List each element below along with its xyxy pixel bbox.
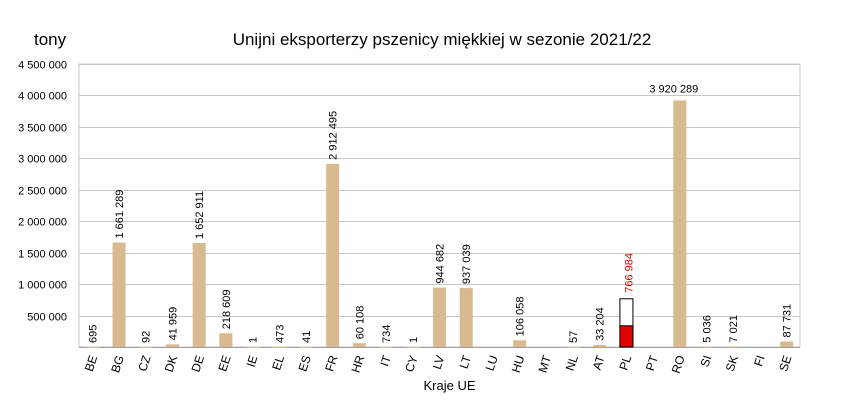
y-tick-label: 1 500 000 [18,249,67,261]
data-label: 7 021 [728,315,740,343]
x-tick-label: FR [322,353,340,373]
data-label: 695 [87,325,99,343]
x-tick-label: IT [377,353,394,368]
y-tick-label: 2 000 000 [18,217,67,229]
data-label: 1 [408,337,420,343]
data-label: 3 920 289 [649,83,698,95]
data-label: 473 [274,325,286,343]
data-label: 87 731 [782,304,794,338]
x-tick-label: RO [669,354,688,375]
data-label: 106 058 [515,297,527,337]
data-label: 41 959 [167,307,179,341]
bar [219,333,233,347]
bar [593,344,607,347]
data-label: 1 661 289 [114,190,126,239]
bar [246,346,260,348]
bar [165,344,179,347]
bar [192,243,206,347]
x-tick-label: BE [82,354,100,374]
bar [780,341,794,347]
data-label: 33 204 [595,307,607,341]
x-tick-label: FI [751,354,768,368]
x-tick-label: EL [269,353,287,372]
x-tick-label: CY [402,354,420,374]
bar [379,346,393,348]
bar [112,242,126,347]
x-tick-label: IE [244,354,261,369]
y-tick-label: 2 500 000 [18,186,67,198]
bar [352,343,366,347]
data-label: 734 [381,325,393,343]
bar [272,346,286,348]
x-tick-label: LT [457,353,475,370]
data-label: 5 036 [702,315,714,343]
bar [700,346,714,348]
y-unit-label: tony [34,30,67,49]
x-tick-label: LU [483,354,501,373]
data-label: 92 [141,331,153,343]
x-tick-label: SK [723,354,741,374]
y-tick-label: 500 000 [27,312,67,324]
x-tick-label: SI [698,354,715,369]
data-label: 2 912 495 [328,111,340,160]
data-label: 937 039 [461,244,473,284]
bar [513,340,527,347]
x-tick-label: EE [215,354,233,374]
x-tick-label: ES [296,354,314,374]
x-tick-label: DE [189,354,207,374]
data-label: 1 [248,337,260,343]
data-label: 41 [301,331,313,343]
x-tick-label: SE [776,354,794,374]
x-tick-label: NL [563,353,581,372]
x-tick-label: HR [349,353,368,374]
bar [433,287,446,347]
data-label: 1 652 911 [194,191,206,239]
x-tick-label: AT [590,353,608,372]
data-label: 60 108 [354,306,366,340]
bar [459,288,473,347]
x-tick-label: HU [509,354,528,375]
x-axis-label: Kraje UE [423,378,475,393]
data-label: 218 609 [221,289,233,329]
data-label: 57 [568,331,580,343]
x-tick-label: MT [535,353,554,374]
bar [139,346,153,348]
bar [673,100,687,347]
y-tick-label: 1 000 000 [18,280,67,292]
chart-title: Unijni eksporterzy pszenicy miękkiej w s… [232,30,652,49]
bar [326,163,340,347]
x-tick-label: DK [162,354,180,374]
y-tick-label: 3 000 000 [18,154,67,166]
bar [406,346,420,348]
y-tick-label: 4 500 000 [18,60,67,72]
data-label: 944 682 [435,244,447,284]
bar [85,346,99,348]
bar [299,346,313,348]
bar-pl-fill [619,325,634,348]
x-tick-label: BG [108,354,127,375]
bar [566,346,580,348]
x-tick-label: CZ [135,354,153,374]
x-tick-label: LV [430,354,448,371]
y-tick-label: 4 000 000 [18,91,67,103]
data-label-pl: 766 984 [623,253,635,293]
x-tick-label: PT [643,353,661,373]
x-tick-label: PL [616,353,634,372]
y-tick-label: 3 500 000 [18,123,67,135]
bar [726,346,740,348]
